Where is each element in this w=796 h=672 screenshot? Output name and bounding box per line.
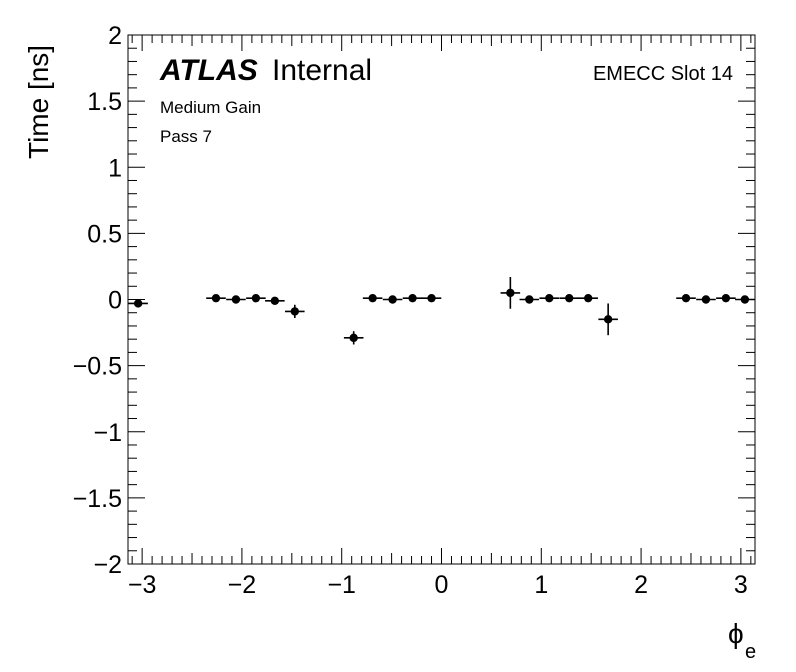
data-point <box>740 295 750 304</box>
gain-label: Medium Gain <box>160 98 261 117</box>
x-axis-title: ϕ <box>728 618 744 649</box>
x-tick-label: −1 <box>327 571 356 599</box>
data-point <box>349 333 358 343</box>
data-point <box>583 293 593 303</box>
data-point <box>368 293 377 303</box>
y-axis-title: Time [ns] <box>23 45 54 159</box>
x-tick-label: 1 <box>534 571 548 599</box>
y-tick-label: −1.5 <box>73 485 122 513</box>
slot-label: EMECC Slot 14 <box>593 63 733 85</box>
y-tick-labels: −2 −1.5 −1 −0.5 0 0.5 1 1.5 2 <box>73 22 122 579</box>
x-tick-label: −2 <box>228 571 257 599</box>
y-tick-label: −0.5 <box>73 353 122 381</box>
pass-label: Pass 7 <box>160 127 212 146</box>
y-tick-label: 2 <box>108 22 122 50</box>
data-point <box>133 299 143 308</box>
data-point <box>506 288 515 298</box>
y-tick-label: 1 <box>108 154 122 182</box>
data-point <box>388 295 397 304</box>
data-point <box>681 293 691 303</box>
data-point <box>251 293 261 303</box>
x-tick-label: 2 <box>634 571 648 599</box>
x-tick-label: 3 <box>734 571 748 599</box>
data-point <box>427 293 436 303</box>
x-axis-title-subscript: e <box>745 641 756 663</box>
data-point <box>701 295 711 304</box>
data-point <box>290 307 300 316</box>
data-point <box>545 293 554 303</box>
data-point <box>270 296 280 306</box>
y-tick-label: −2 <box>93 551 122 579</box>
x-tick-labels: −3 −2 −1 0 1 2 3 <box>128 571 748 599</box>
data-point <box>525 295 534 304</box>
y-tick-label: 1.5 <box>87 88 122 116</box>
data-point <box>231 295 241 304</box>
y-tick-label: 0.5 <box>87 220 122 248</box>
data-point <box>603 315 613 324</box>
x-tick-label: −3 <box>128 571 157 599</box>
y-tick-label: 0 <box>108 287 122 315</box>
atlas-label: ATLAS <box>159 54 258 87</box>
data-points <box>128 277 755 345</box>
y-tick-label: −1 <box>93 419 122 447</box>
data-point <box>211 293 221 303</box>
x-tick-label: 0 <box>435 571 449 599</box>
data-point <box>408 293 417 303</box>
internal-label: Internal <box>272 54 372 87</box>
data-point <box>565 293 574 303</box>
data-point <box>721 293 731 303</box>
axis-ticks <box>128 34 755 565</box>
